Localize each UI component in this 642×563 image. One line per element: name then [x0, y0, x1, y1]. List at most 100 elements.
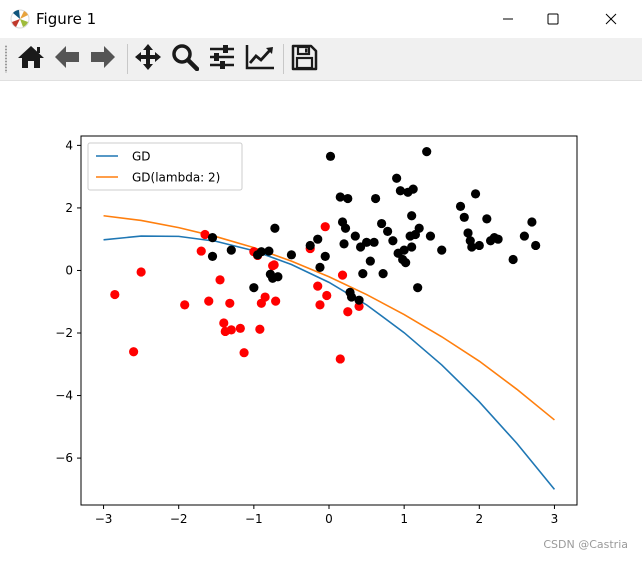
minimize-icon — [502, 10, 514, 29]
legend: GD GD(lambda: 2) — [87, 142, 243, 191]
black-data-point — [369, 237, 379, 247]
black-data-point — [350, 231, 360, 241]
x-tick-label: −1 — [245, 512, 263, 526]
black-data-point — [508, 254, 518, 265]
black-data-point — [437, 245, 447, 255]
x-tick-label: 1 — [400, 512, 408, 526]
black-data-point — [401, 258, 411, 268]
close-icon — [605, 10, 617, 29]
line-chart-icon — [245, 43, 275, 75]
edit-axes-button[interactable] — [243, 42, 277, 76]
red-data-point — [196, 246, 206, 256]
black-data-point — [361, 237, 372, 247]
arrow-right-icon — [89, 44, 117, 74]
red-data-point — [200, 229, 210, 240]
black-data-point — [531, 240, 541, 251]
black-data-point — [463, 228, 473, 238]
black-data-point — [207, 251, 218, 261]
black-data-point — [377, 218, 387, 229]
black-data-point — [455, 201, 466, 211]
axes-frame — [80, 135, 578, 506]
sliders-icon — [208, 43, 236, 75]
lines-layer — [103, 214, 556, 490]
red-data-point — [320, 222, 330, 232]
y-tick-label: −6 — [55, 451, 73, 465]
watermark-text: CSDN @Castria — [543, 538, 628, 551]
red-data-point — [180, 300, 190, 310]
y-tick-label: 0 — [65, 263, 73, 277]
black-data-point — [408, 184, 418, 194]
magnifier-icon — [171, 43, 200, 75]
black-data-point — [482, 214, 492, 224]
red-data-point — [315, 300, 325, 310]
black-data-point — [343, 193, 353, 204]
black-data-point — [365, 256, 375, 266]
black-data-point — [407, 211, 417, 221]
floppy-disk-icon — [290, 43, 318, 75]
black-data-point — [313, 234, 323, 244]
black-data-point — [207, 233, 218, 243]
black-data-point — [395, 186, 405, 196]
red-data-point — [226, 325, 236, 335]
maximize-icon — [547, 10, 559, 29]
red-data-point — [136, 267, 146, 277]
black-data-point — [273, 272, 283, 282]
close-button[interactable] — [588, 0, 634, 38]
move-icon — [134, 43, 162, 75]
series-line-0 — [103, 235, 556, 490]
red-data-point — [260, 292, 270, 302]
red-data-point — [255, 324, 265, 334]
black-data-point — [264, 246, 274, 256]
black-points-layer — [207, 147, 541, 305]
red-data-point — [271, 296, 281, 306]
red-data-point — [235, 323, 245, 333]
forward-button[interactable] — [86, 42, 120, 76]
y-tick-label: −4 — [55, 389, 73, 403]
window-title: Figure 1 — [36, 10, 97, 28]
y-tick-label: 4 — [65, 138, 73, 152]
toolbar-grip[interactable] — [5, 45, 7, 73]
black-data-point — [340, 223, 351, 233]
maximize-button[interactable] — [530, 0, 576, 38]
home-button[interactable] — [14, 42, 48, 76]
black-data-point — [467, 242, 477, 252]
black-data-point — [413, 283, 423, 293]
configure-subplots-button[interactable] — [205, 42, 239, 76]
zoom-button[interactable] — [168, 42, 202, 76]
pan-button[interactable] — [131, 42, 165, 76]
save-button[interactable] — [287, 42, 321, 76]
black-data-point — [320, 251, 330, 261]
black-data-point — [305, 240, 315, 251]
black-data-point — [378, 268, 388, 279]
black-data-point — [407, 242, 417, 252]
toolbar-separator — [127, 44, 128, 74]
y-tick-label: 2 — [65, 201, 73, 215]
legend-label-gd-lambda: GD(lambda: 2) — [132, 171, 220, 185]
black-data-point — [253, 250, 263, 260]
figure-canvas[interactable]: −3 −2 −1 0 1 2 3 4 2 0 −2 −4 −6 GD GD(lambda: 2) CS… — [0, 81, 642, 559]
red-data-point — [215, 275, 225, 285]
scatter-plot[interactable]: −3 −2 −1 0 1 2 3 4 2 0 −2 −4 −6 GD GD(lambda: 2) — [0, 81, 642, 559]
x-axis-ticks: −3 −2 −1 0 1 2 3 — [95, 505, 558, 526]
red-data-point — [204, 296, 214, 306]
black-data-point — [470, 189, 481, 199]
red-data-point — [335, 354, 345, 364]
x-tick-label: −2 — [170, 512, 188, 526]
black-data-point — [354, 295, 364, 305]
red-data-point — [225, 298, 235, 308]
black-data-point — [383, 226, 393, 236]
black-data-point — [370, 193, 381, 204]
series-line-1 — [103, 214, 555, 421]
black-data-point — [346, 292, 357, 302]
red-data-point — [219, 318, 229, 328]
red-data-point — [129, 347, 139, 357]
minimize-button[interactable] — [485, 0, 531, 38]
black-data-point — [270, 223, 280, 233]
black-data-point — [286, 250, 297, 260]
back-button[interactable] — [50, 42, 84, 76]
black-data-point — [388, 236, 398, 246]
black-data-point — [335, 192, 345, 202]
black-data-point — [422, 147, 432, 157]
red-data-point — [239, 348, 249, 358]
